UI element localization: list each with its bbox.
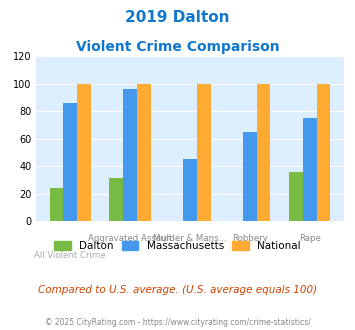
Bar — [109, 179, 123, 221]
Bar — [77, 83, 91, 221]
Bar — [317, 83, 330, 221]
Text: 2019 Dalton: 2019 Dalton — [125, 10, 230, 25]
Bar — [197, 83, 211, 221]
Bar — [243, 132, 257, 221]
Bar — [137, 83, 151, 221]
Text: Robbery: Robbery — [232, 234, 268, 243]
Bar — [123, 89, 137, 221]
Bar — [289, 172, 303, 221]
Text: Compared to U.S. average. (U.S. average equals 100): Compared to U.S. average. (U.S. average … — [38, 285, 317, 295]
Text: All Violent Crime: All Violent Crime — [34, 251, 106, 260]
Text: Rape: Rape — [299, 234, 321, 243]
Bar — [257, 83, 271, 221]
Bar — [303, 118, 317, 221]
Bar — [183, 159, 197, 221]
Text: Violent Crime Comparison: Violent Crime Comparison — [76, 40, 279, 53]
Text: © 2025 CityRating.com - https://www.cityrating.com/crime-statistics/: © 2025 CityRating.com - https://www.city… — [45, 318, 310, 327]
Text: Aggravated Assault: Aggravated Assault — [88, 234, 172, 243]
Bar — [50, 188, 63, 221]
Bar — [63, 103, 77, 221]
Legend: Dalton, Massachusetts, National: Dalton, Massachusetts, National — [51, 238, 304, 254]
Text: Murder & Mans...: Murder & Mans... — [153, 234, 227, 243]
